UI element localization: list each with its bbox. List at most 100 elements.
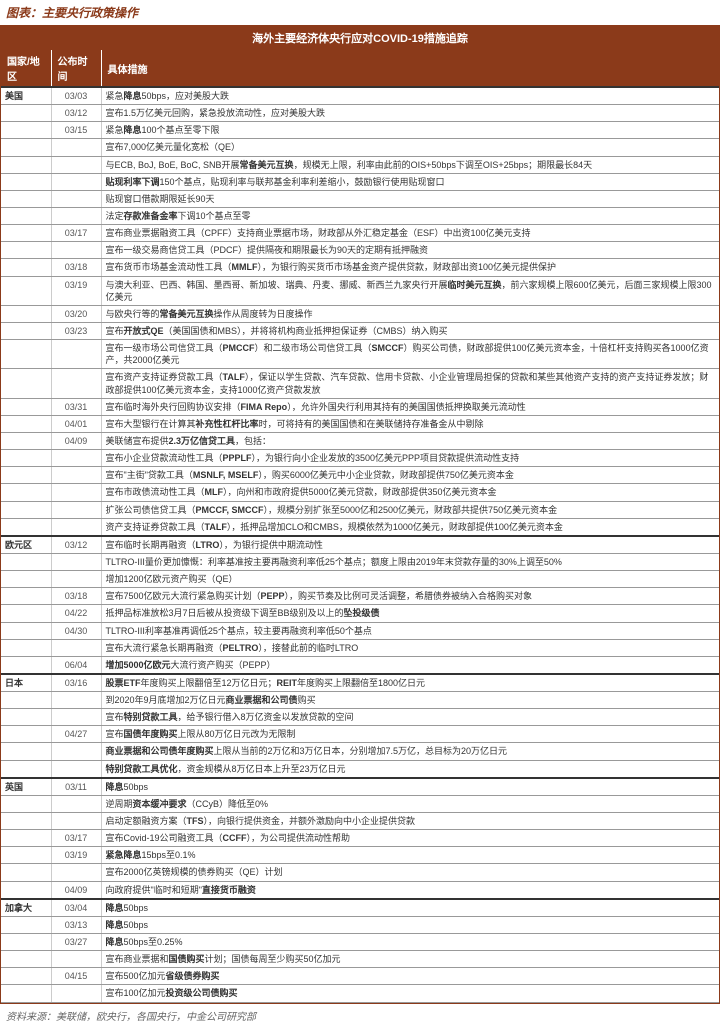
measure-cell: 紧急降息50bps，应对美股大跌 xyxy=(101,87,719,105)
header-row: 国家/地区 公布时间 具体措施 xyxy=(1,50,719,87)
date-cell: 03/16 xyxy=(51,674,101,692)
col-region: 国家/地区 xyxy=(1,50,51,87)
measure-cell: 降息50bps至0.25% xyxy=(101,934,719,951)
measure-cell: 宣布500亿加元省级债券购买 xyxy=(101,968,719,985)
region-cell xyxy=(1,692,51,709)
measure-cell: 增加1200亿欧元资产购买（QE） xyxy=(101,571,719,588)
date-cell xyxy=(51,467,101,484)
date-cell xyxy=(51,190,101,207)
measure-cell: 宣布100亿加元投资级公司债购买 xyxy=(101,985,719,1002)
date-cell: 04/27 xyxy=(51,726,101,743)
region-cell xyxy=(1,173,51,190)
measure-cell: 与ECB, BoJ, BoE, BoC, SNB开展常备美元互换，规模无上限，利… xyxy=(101,156,719,173)
table-row: 03/27降息50bps至0.25% xyxy=(1,934,719,951)
region-cell xyxy=(1,571,51,588)
table-row: 03/12宣布1.5万亿美元回购，紧急投放流动性，应对美股大跌 xyxy=(1,105,719,122)
measure-cell: 宣布1.5万亿美元回购，紧急投放流动性，应对美股大跌 xyxy=(101,105,719,122)
region-cell xyxy=(1,553,51,570)
measure-cell: 股票ETF年度购买上限翻倍至12万亿日元；REIT年度购买上限翻倍至1800亿日… xyxy=(101,674,719,692)
col-date: 公布时间 xyxy=(51,50,101,87)
date-cell: 03/17 xyxy=(51,830,101,847)
date-cell: 03/15 xyxy=(51,122,101,139)
date-cell: 03/20 xyxy=(51,305,101,322)
measure-cell: 到2020年9月底增加2万亿日元商业票据和公司债购买 xyxy=(101,692,719,709)
region-cell xyxy=(1,588,51,605)
table-row: 商业票据和公司债年度购买上限从当前的2万亿和3万亿日本，分别增加7.5万亿，总目… xyxy=(1,743,719,760)
table-row: 美国03/03紧急降息50bps，应对美股大跌 xyxy=(1,87,719,105)
region-cell xyxy=(1,340,51,369)
region-cell xyxy=(1,968,51,985)
region-cell xyxy=(1,985,51,1002)
measure-cell: 宣布货币市场基金流动性工具（MMLF），为银行购买货币市场基金资产提供贷款，财政… xyxy=(101,259,719,276)
date-cell xyxy=(51,369,101,398)
measure-cell: 向政府提供"临时和短期"直接货币融资 xyxy=(101,881,719,899)
region-cell xyxy=(1,881,51,899)
region-cell xyxy=(1,432,51,449)
measure-cell: 资产支持证券贷款工具（TALF），抵押品增加CLO和CMBS，规模依然为1000… xyxy=(101,518,719,536)
policy-table: 国家/地区 公布时间 具体措施 美国03/03紧急降息50bps，应对美股大跌0… xyxy=(1,50,719,1003)
table-row: 宣布大流行紧急长期再融资（PELTRO），接替此前的临时LTRO xyxy=(1,639,719,656)
measure-cell: 宣布大型银行在计算其补充性杠杆比率时，可将持有的美国国债和在美联储持存准备金从中… xyxy=(101,415,719,432)
measure-cell: 商业票据和公司债年度购买上限从当前的2万亿和3万亿日本，分别增加7.5万亿，总目… xyxy=(101,743,719,760)
measure-cell: 宣布小企业贷款流动性工具（PPPLF），为银行向小企业发放的3500亿美元PPP… xyxy=(101,450,719,467)
table-row: 04/30TLTRO-III利率基准再调低25个基点，较主要再融资利率低50个基… xyxy=(1,622,719,639)
date-cell: 03/03 xyxy=(51,87,101,105)
table-row: 增加1200亿欧元资产购买（QE） xyxy=(1,571,719,588)
region-cell: 英国 xyxy=(1,778,51,796)
measure-cell: 宣布市政债流动性工具（MLF），向州和市政府提供5000亿美元贷款，财政部提供3… xyxy=(101,484,719,501)
region-cell xyxy=(1,951,51,968)
table-row: 03/17宣布Covid-19公司融资工具（CCFF），为公司提供流动性帮助 xyxy=(1,830,719,847)
region-cell xyxy=(1,605,51,622)
col-measure: 具体措施 xyxy=(101,50,719,87)
measure-cell: 宣布2000亿英镑规模的债券购买（QE）计划 xyxy=(101,864,719,881)
date-cell: 03/13 xyxy=(51,916,101,933)
table-row: 宣布资产支持证券贷款工具（TALF），保证以学生贷款、汽车贷款、信用卡贷款、小企… xyxy=(1,369,719,398)
table-row: 宣布一级交易商信贷工具（PDCF）提供隔夜和期限最长为90天的定期有抵押融资 xyxy=(1,242,719,259)
region-cell xyxy=(1,518,51,536)
region-cell xyxy=(1,864,51,881)
region-cell xyxy=(1,795,51,812)
table-row: 宣布特别贷款工具，给予银行借入8万亿资金以发放贷款的空间 xyxy=(1,709,719,726)
date-cell xyxy=(51,709,101,726)
date-cell xyxy=(51,484,101,501)
region-cell xyxy=(1,813,51,830)
table-container: 海外主要经济体央行应对COVID-19措施追踪 国家/地区 公布时间 具体措施 … xyxy=(0,25,720,1004)
table-row: 03/23宣布开放式QE（美国国债和MBS），并将将机构商业抵押担保证券（CMB… xyxy=(1,322,719,339)
measure-cell: TLTRO-III量价更加慷慨：利率基准按主要再融资利率低25个基点；额度上限由… xyxy=(101,553,719,570)
region-cell xyxy=(1,190,51,207)
table-row: 逆周期资本缓冲要求（CCyB）降低至0% xyxy=(1,795,719,812)
region-cell: 欧元区 xyxy=(1,536,51,554)
table-row: 加拿大03/04降息50bps xyxy=(1,899,719,917)
region-cell: 日本 xyxy=(1,674,51,692)
region-cell xyxy=(1,369,51,398)
region-cell xyxy=(1,830,51,847)
table-row: 启动定额融资方案（TFS），向银行提供资金，并额外激励向中小企业提供贷款 xyxy=(1,813,719,830)
table-row: 03/13降息50bps xyxy=(1,916,719,933)
date-cell xyxy=(51,864,101,881)
region-cell xyxy=(1,934,51,951)
table-row: 04/09向政府提供"临时和短期"直接货币融资 xyxy=(1,881,719,899)
region-cell xyxy=(1,467,51,484)
date-cell: 03/31 xyxy=(51,398,101,415)
date-cell: 03/19 xyxy=(51,276,101,305)
table-title: 海外主要经济体央行应对COVID-19措施追踪 xyxy=(1,26,719,50)
measure-cell: 宣布商业票据和国债购买计划；国债每周至少购买50亿加元 xyxy=(101,951,719,968)
measure-cell: 降息50bps xyxy=(101,916,719,933)
date-cell xyxy=(51,501,101,518)
date-cell: 03/18 xyxy=(51,259,101,276)
region-cell xyxy=(1,105,51,122)
measure-cell: TLTRO-III利率基准再调低25个基点，较主要再融资利率低50个基点 xyxy=(101,622,719,639)
measure-cell: 扩张公司债信贷工具（PMCCF, SMCCF），规模分别扩张至5000亿和250… xyxy=(101,501,719,518)
table-row: 欧元区03/12宣布临时长期再融资（LTRO），为银行提供中期流动性 xyxy=(1,536,719,554)
date-cell: 06/04 xyxy=(51,656,101,674)
date-cell: 03/12 xyxy=(51,105,101,122)
table-row: 宣布"主街"贷款工具（MSNLF, MSELF），购买6000亿美元中小企业贷款… xyxy=(1,467,719,484)
table-row: 04/15宣布500亿加元省级债券购买 xyxy=(1,968,719,985)
chart-title: 图表：主要央行政策操作 xyxy=(0,0,720,25)
measure-cell: 启动定额融资方案（TFS），向银行提供资金，并额外激励向中小企业提供贷款 xyxy=(101,813,719,830)
region-cell: 美国 xyxy=(1,87,51,105)
region-cell xyxy=(1,760,51,778)
table-row: 日本03/16股票ETF年度购买上限翻倍至12万亿日元；REIT年度购买上限翻倍… xyxy=(1,674,719,692)
region-cell xyxy=(1,122,51,139)
measure-cell: 宣布一级市场公司信贷工具（PMCCF）和二级市场公司信贷工具（SMCCF）购买公… xyxy=(101,340,719,369)
